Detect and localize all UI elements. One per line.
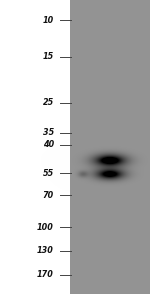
- Text: 15: 15: [43, 52, 54, 61]
- Text: 25: 25: [43, 98, 54, 107]
- Text: 55: 55: [43, 169, 54, 178]
- Text: 170: 170: [37, 270, 54, 280]
- Text: 130: 130: [37, 246, 54, 255]
- Text: 100: 100: [37, 223, 54, 232]
- Text: 10: 10: [43, 16, 54, 25]
- Text: 40: 40: [43, 140, 54, 149]
- Text: 35: 35: [43, 128, 54, 137]
- Text: 70: 70: [43, 191, 54, 200]
